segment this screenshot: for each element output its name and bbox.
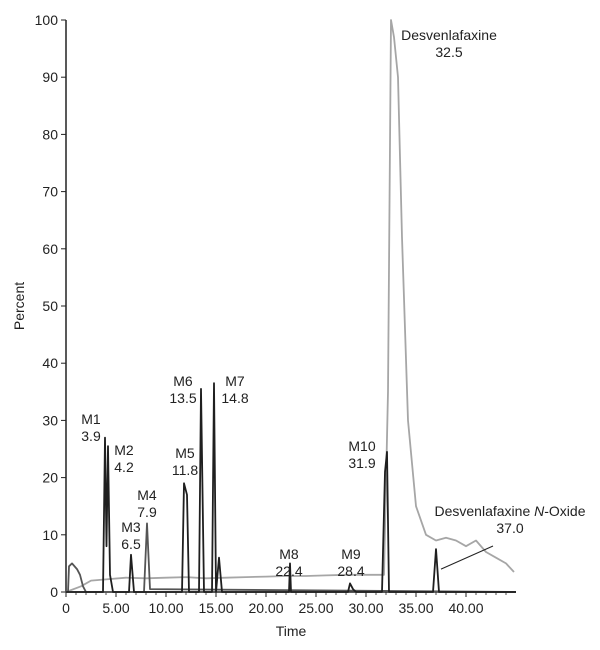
y-tick-label: 50 [42,298,58,314]
peak-label-line: M1 [81,411,101,427]
n-oxide-leader-line [440,545,494,570]
peak-label-6: M6 13.5 [169,373,196,406]
peak-label-3: M3 6.5 [121,519,141,552]
y-tick-label: 70 [42,184,58,200]
x-tick-label: 35.00 [398,600,433,616]
x-axis-title: Time [276,623,307,639]
peak-label-7: M7 14.8 [221,373,248,406]
axes: 0 10 20 30 40 50 60 70 80 90 100 0 5.00 10.00 15.00 20.… [35,12,516,616]
peak-label-line: M4 [137,487,157,503]
peak-label-line: 32.5 [435,44,462,60]
x-tick-label: 20.00 [248,600,283,616]
peak-label-line: 11.8 [172,462,198,478]
peak-label-line: 22.4 [275,563,302,579]
peak-annotations: M1 3.9M2 4.2M3 6.5M4 7.9M5 11.8M6 13.5M7 14.8M8… [81,27,585,579]
y-tick-label: 90 [42,69,58,85]
peak-label-line: M8 [279,546,299,562]
peak-label-line: 4.2 [114,459,134,475]
peak-label-line: M9 [341,546,361,562]
peak-label-line: M10 [348,438,375,454]
peak-label-8: M8 22.4 [275,546,302,579]
peak-label-line: 28.4 [337,563,364,579]
peak-label-line: M2 [114,442,134,458]
peak-label-line: 7.9 [137,504,157,520]
x-tick-label: 0 [62,600,70,616]
x-tick-label: 10.00 [148,600,183,616]
peak-label-1: M1 3.9 [81,411,101,444]
y-tick-label: 30 [42,412,58,428]
y-tick-label: 20 [42,470,58,486]
x-tick-label: 15.00 [198,600,233,616]
peak-label-2: M2 4.2 [114,442,134,475]
y-tick-label: 40 [42,355,58,371]
peak-label-line: Desvenlafaxine N-Oxide [435,503,586,519]
peak-label-9: M9 28.4 [337,546,364,579]
peak-label-line: 37.0 [496,520,523,536]
italic-n: N [534,503,545,519]
y-tick-label: 0 [50,584,58,600]
y-tick-label: 80 [42,126,58,142]
x-tick-label: 30.00 [348,600,383,616]
y-tick-label: 100 [35,12,59,28]
peak-label-5: M5 11.8 [172,445,198,478]
peak-label-line: 31.9 [348,455,375,471]
x-tick-label: 25.00 [298,600,333,616]
peak-label-10: M10 31.9 [348,438,375,471]
series-line-2 [67,522,517,593]
peak-label-line: Desvenlafaxine [401,27,497,43]
series-lines [65,19,517,593]
peak-label-line: M3 [121,519,141,535]
peak-label-line: M7 [225,373,245,389]
peak-label-line: 14.8 [221,390,248,406]
peak-label-line: 13.5 [169,390,196,406]
peak-label-line: 3.9 [81,428,101,444]
series-line-1 [65,19,515,593]
y-tick-label: 60 [42,241,58,257]
x-tick-label: 5.00 [102,600,129,616]
y-axis-title: Percent [11,282,27,330]
peak-label-12: Desvenlafaxine N-Oxide 37.0 [435,503,586,536]
peak-label-11: Desvenlafaxine 32.5 [401,27,497,60]
peak-label-line: M6 [173,373,193,389]
peak-label-line: 6.5 [121,536,141,552]
y-tick-label: 10 [42,527,58,543]
series-line-3 [66,382,516,593]
x-tick-label: 40.00 [448,600,483,616]
peak-label-4: M4 7.9 [137,487,157,520]
peak-label-line: M5 [175,445,195,461]
